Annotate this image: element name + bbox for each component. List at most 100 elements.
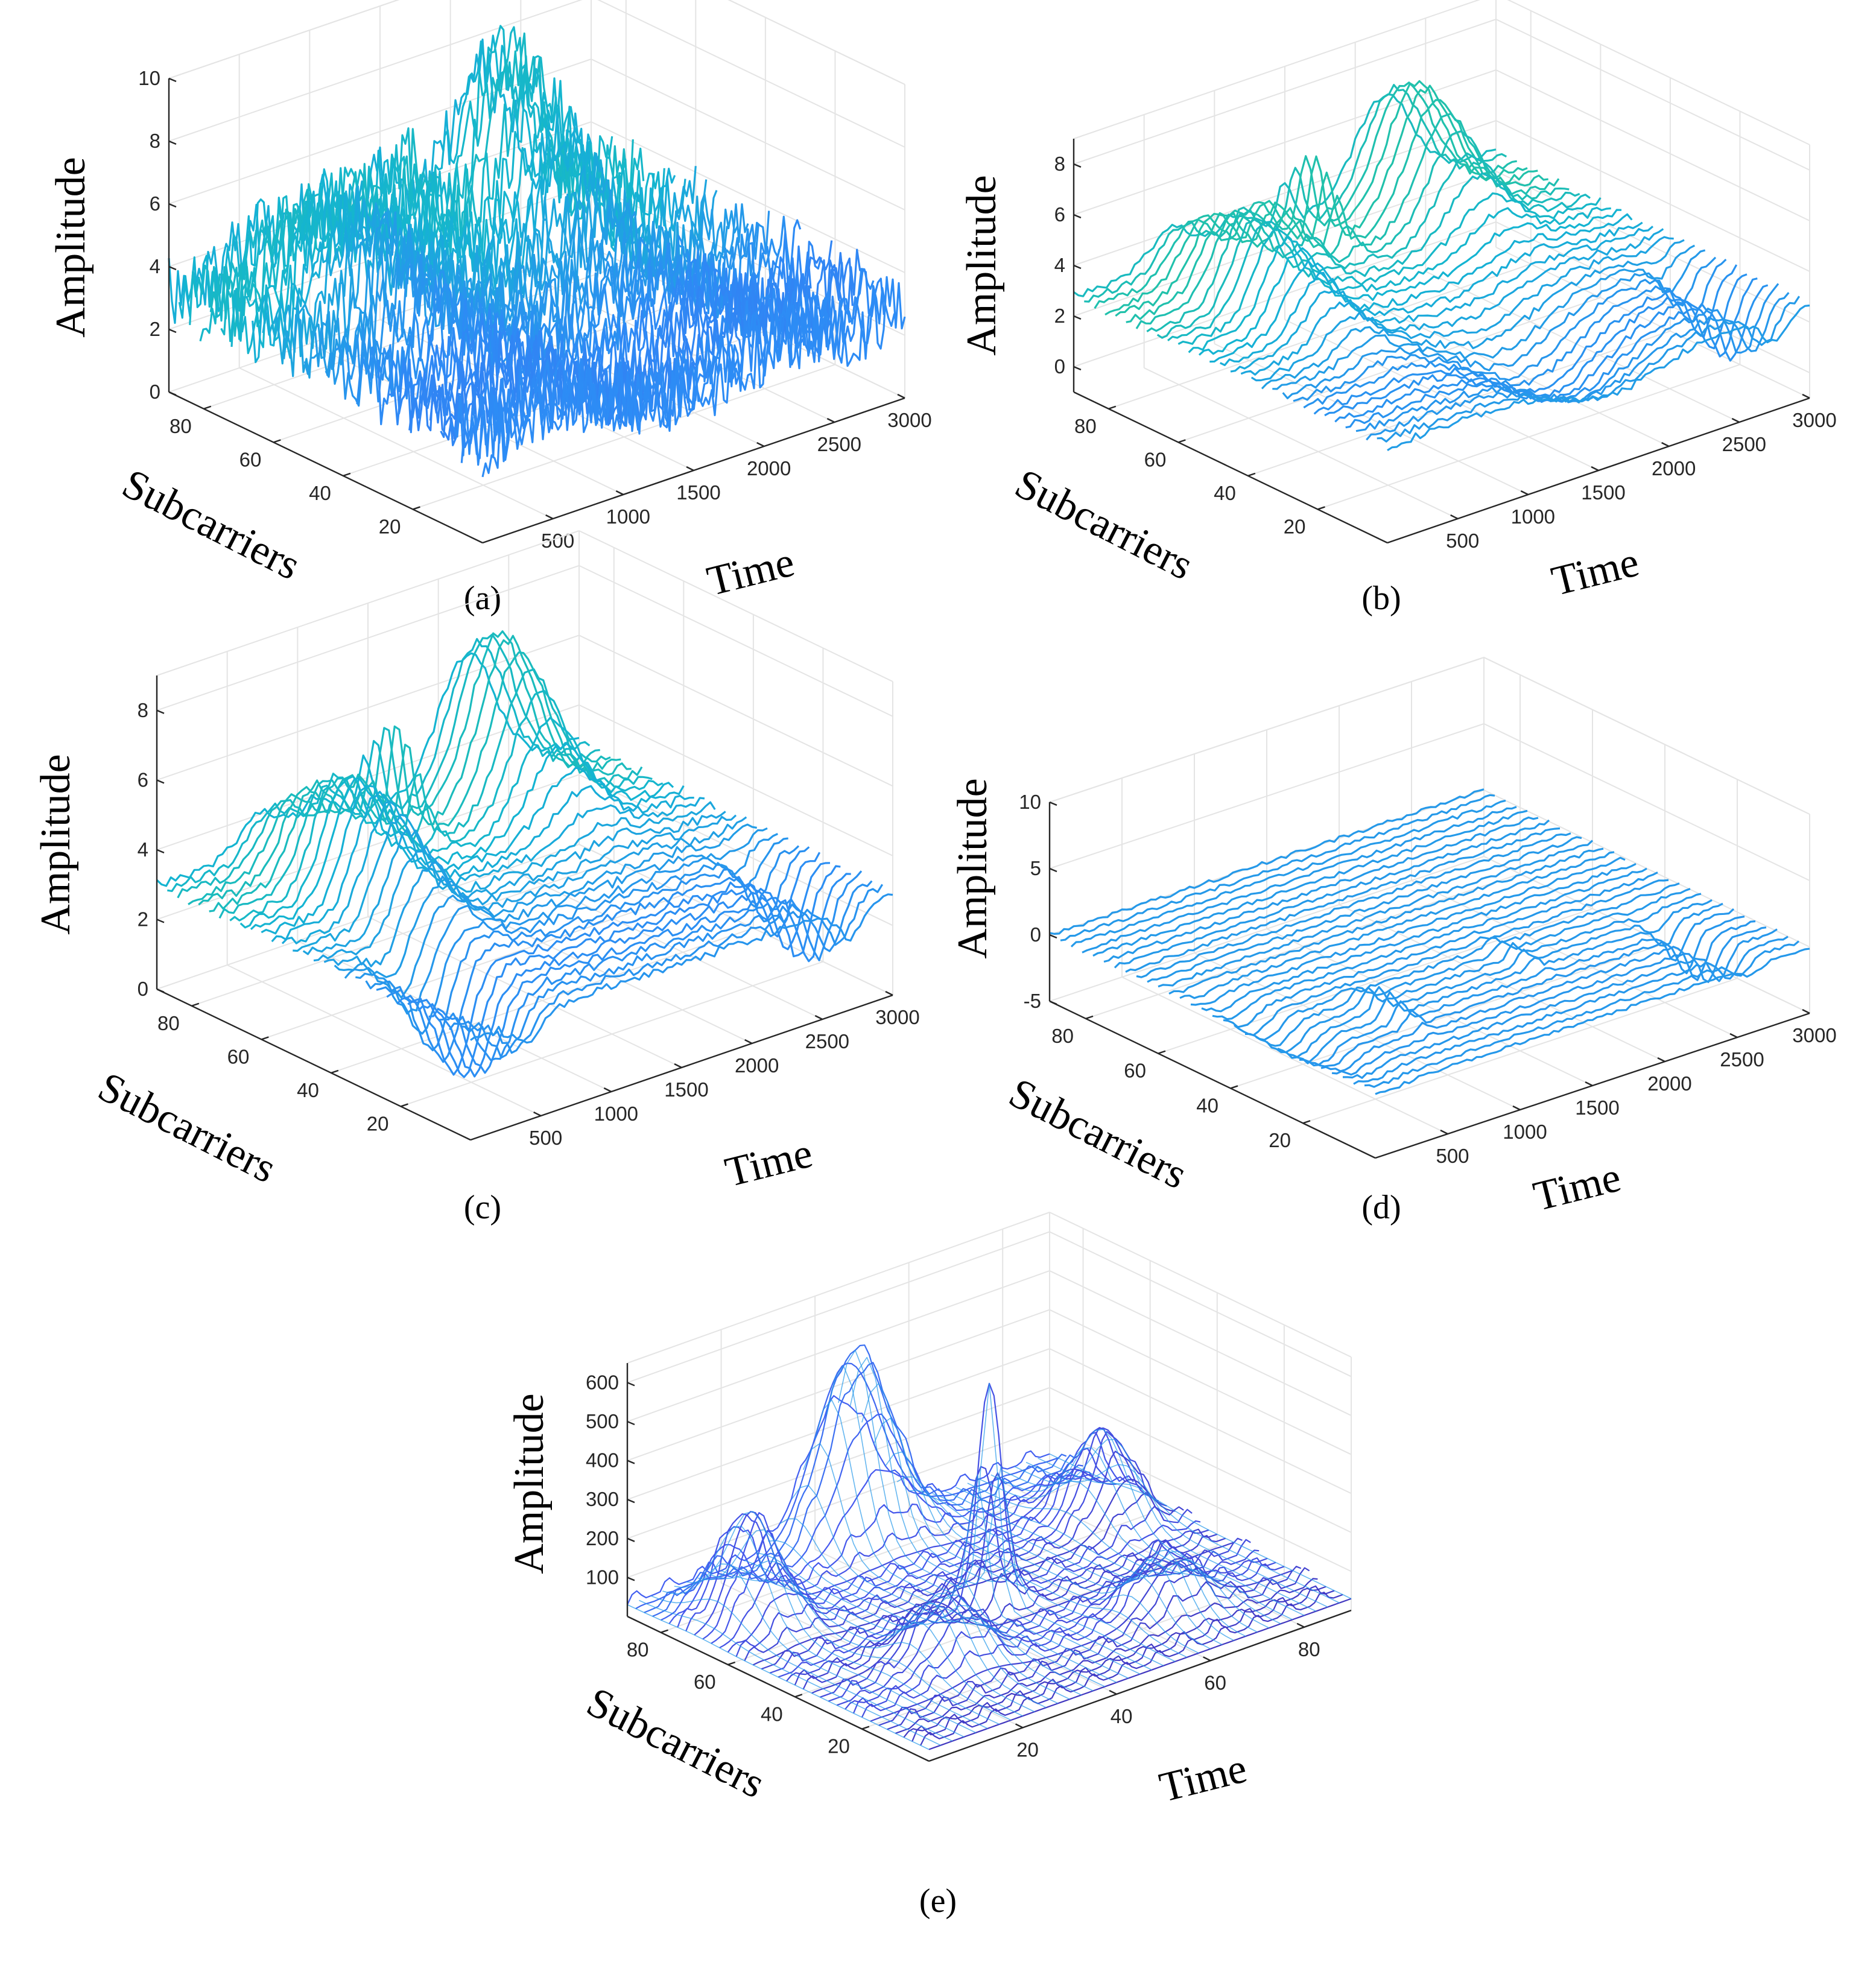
surface-row xyxy=(198,634,621,906)
x-tick-label: 3000 xyxy=(1792,1024,1836,1046)
surface-column xyxy=(826,1365,1129,1679)
x-tick-mark xyxy=(1512,1105,1521,1111)
y-tick-mark xyxy=(191,1002,200,1007)
surface-row xyxy=(1230,226,1654,373)
y-tick-label: 60 xyxy=(227,1045,250,1068)
surface-row xyxy=(1188,206,1611,353)
panel-b-surface xyxy=(1073,80,1810,452)
x-axis-title: Time xyxy=(1547,539,1644,605)
surface-column xyxy=(990,1447,1293,1621)
surface-row xyxy=(1082,806,1517,954)
grid-line-floor xyxy=(1144,367,1459,519)
z-tick-mark xyxy=(627,1499,635,1504)
x-axis-title: Time xyxy=(703,539,799,605)
x-tick-label: 1000 xyxy=(594,1103,638,1125)
grid-line-floor xyxy=(1339,904,1665,1062)
y-tick-label: 40 xyxy=(309,482,331,504)
surface-row xyxy=(376,845,800,1052)
x-tick-mark xyxy=(1109,1689,1117,1695)
surface-row xyxy=(1261,239,1685,390)
y-tick-label: 20 xyxy=(828,1735,850,1758)
surface-row xyxy=(1343,928,1778,1079)
surface-row xyxy=(250,742,674,930)
y-axis-line xyxy=(1073,391,1388,544)
surface-row xyxy=(1070,799,1506,948)
x-tick-mark xyxy=(603,1087,612,1093)
surface-row xyxy=(1375,948,1810,1095)
z-tick-label: 0 xyxy=(1054,355,1065,378)
grid-line-floor xyxy=(227,964,542,1116)
z-tick-label: 8 xyxy=(1054,153,1065,175)
surface-row xyxy=(1049,788,1485,935)
surface-row xyxy=(1092,809,1528,957)
z-tick-label: 4 xyxy=(150,255,160,277)
grid-line-z xyxy=(627,1348,1352,1501)
surface-row xyxy=(1156,152,1580,339)
y-tick-mark xyxy=(1177,439,1186,443)
surface-row xyxy=(1146,130,1570,333)
panel-c: 0 2 4 6 8 20 40 60 80 500 1000 1500 2000 2500 3000 Ampl… xyxy=(33,530,920,1226)
z-axis-title: Amplitude xyxy=(959,175,1005,355)
grid-line-floor xyxy=(727,1513,1151,1665)
surface-row xyxy=(355,833,778,1015)
surface-row xyxy=(1310,916,1745,1068)
y-axis-line xyxy=(627,1615,930,1762)
x-tick-mark xyxy=(615,490,624,496)
z-tick-label: 6 xyxy=(1054,203,1065,226)
z-tick-mark xyxy=(1073,315,1082,320)
x-tick-mark xyxy=(1203,1656,1211,1662)
grid-line-z xyxy=(1073,69,1810,221)
grid-line-floor xyxy=(1247,330,1671,476)
grid-line-floor xyxy=(1266,928,1593,1086)
surface-column xyxy=(885,1451,1188,1658)
surface-row xyxy=(168,38,592,324)
z-tick-mark xyxy=(156,709,165,714)
x-tick-mark xyxy=(1440,1129,1448,1135)
y-tick-label: 20 xyxy=(1284,515,1306,537)
surface-row xyxy=(396,852,821,1076)
grid-line-floor xyxy=(1425,271,1740,423)
z-tick-mark xyxy=(627,1420,635,1426)
z-tick-mark xyxy=(156,988,165,993)
z-tick-label: 2 xyxy=(150,318,160,340)
grid-line-z xyxy=(1049,855,1810,1014)
y-tick-label: 80 xyxy=(627,1639,649,1661)
x-tick-mark xyxy=(1585,1081,1593,1087)
x-tick-label: 3000 xyxy=(887,409,931,431)
surface-row xyxy=(460,884,884,1054)
z-tick-mark xyxy=(627,1382,635,1387)
z-tick-label: 8 xyxy=(150,130,160,152)
z-tick-label: 8 xyxy=(138,699,148,721)
grid-line-floor xyxy=(1495,247,1810,399)
grid-line-floor xyxy=(1302,978,1738,1124)
z-tick-mark xyxy=(168,140,177,145)
surface-row xyxy=(1198,209,1622,356)
y-tick-label: 40 xyxy=(1196,1094,1218,1116)
panel-c-grid xyxy=(156,530,893,1116)
y-axis-line xyxy=(156,988,471,1141)
surface-column xyxy=(674,1525,977,1733)
x-tick-label: 1500 xyxy=(1575,1096,1619,1119)
surface-column xyxy=(1002,1429,1305,1616)
surface-column xyxy=(838,1350,1141,1675)
z-tick-label: 2 xyxy=(1054,305,1065,327)
surface-column xyxy=(662,1563,965,1738)
surface-row xyxy=(1387,304,1810,452)
grid-line-floor xyxy=(191,860,615,1007)
surface-column xyxy=(1049,1453,1352,1600)
x-tick-label: 500 xyxy=(1436,1145,1469,1167)
z-tick-label: 2 xyxy=(138,908,148,930)
z-tick-mark xyxy=(1073,163,1082,168)
y-tick-label: 60 xyxy=(1144,448,1167,470)
y-axis-title: Subcarriers xyxy=(91,1063,284,1192)
y-tick-label: 20 xyxy=(1269,1129,1291,1151)
grid-line-floor xyxy=(814,1548,1117,1695)
surface-row xyxy=(386,846,810,1063)
z-tick-mark xyxy=(627,1577,635,1581)
panel-e: 100 200 300 400 500 600 20 40 60 80 20 40 60 80 Amplit… xyxy=(506,1212,1352,1920)
y-tick-label: 40 xyxy=(1214,482,1236,504)
panel-b-axes: 0 2 4 6 8 20 40 60 80 500 1000 1500 2000 2500 3000 xyxy=(1054,139,1837,552)
surface-row xyxy=(1303,258,1727,409)
surface-row xyxy=(1223,871,1658,1028)
grid-line-floor xyxy=(1108,263,1532,410)
